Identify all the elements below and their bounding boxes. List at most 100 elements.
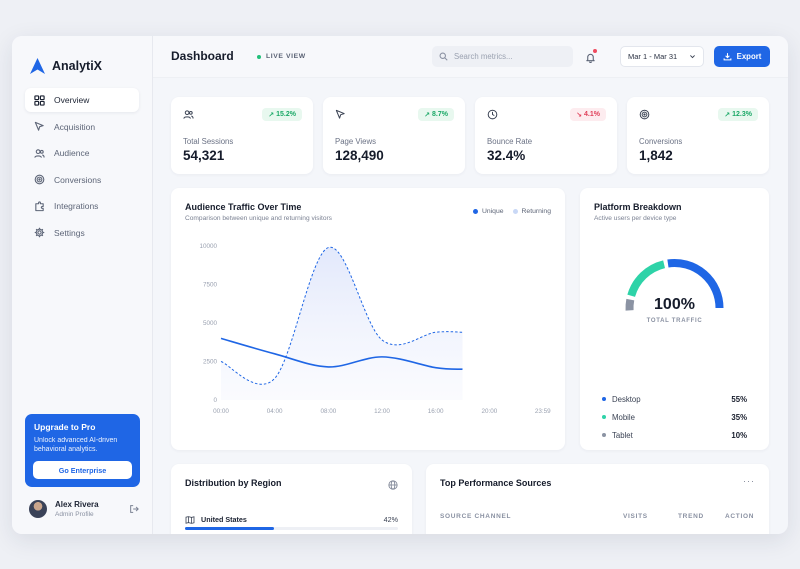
map-icon — [185, 515, 195, 524]
notifications-button[interactable] — [585, 49, 597, 68]
upgrade-title: Upgrade to Pro — [34, 422, 96, 432]
export-button[interactable]: Export — [714, 46, 770, 67]
sidebar-item-label: Acquisition — [54, 121, 96, 132]
upgrade-text: Unlock advanced AI-driven behavioral ana… — [34, 437, 118, 453]
page-title: Dashboard — [171, 49, 234, 63]
y-tick-label: 5000 — [203, 320, 218, 327]
upgrade-card: Upgrade to Pro Unlock advanced AI-driven… — [25, 414, 140, 487]
notification-dot — [593, 49, 597, 53]
top-bar: Dashboard LIVE VIEW Search metrics... Ma… — [153, 36, 788, 78]
sources-card: Top Performance Sources ··· SOURCE CHANN… — [426, 464, 769, 534]
date-range-value: Mar 1 - Mar 31 — [628, 52, 678, 61]
traffic-title: Audience Traffic Over Time — [185, 202, 302, 212]
platform-donut-chart — [625, 259, 724, 311]
trend-value: 15.2% — [276, 111, 296, 118]
series-line-unique — [220, 337, 463, 370]
column-header: VISITS — [623, 513, 648, 520]
platform-label: Tablet — [612, 430, 633, 440]
cursor-icon — [34, 121, 44, 131]
y-tick-label: 0 — [213, 397, 217, 404]
app-window: AnalytiX Overview Acquisition Au — [12, 36, 788, 534]
target-icon — [639, 109, 650, 120]
series-line-returning — [220, 247, 463, 385]
logout-icon[interactable] — [129, 504, 139, 514]
chart-legend: Unique Returning — [472, 208, 551, 215]
user-name: Alex Rivera — [55, 500, 99, 509]
platform-card: Platform Breakdown Active users per devi… — [580, 188, 769, 450]
trend-badge: ↗ 15.2% — [262, 108, 302, 121]
live-dot-icon — [257, 54, 261, 59]
brand[interactable]: AnalytiX — [12, 36, 152, 82]
arrow-up-icon: ↗ — [724, 111, 731, 119]
x-tick-label: 08:00 — [320, 408, 336, 415]
user-profile[interactable]: Alex Rivera Admin Profile — [29, 500, 139, 518]
stat-value: 54,321 — [183, 148, 225, 163]
users-icon — [183, 110, 194, 119]
download-icon — [723, 53, 732, 61]
legend-dot — [602, 433, 606, 437]
traffic-subtitle: Comparison between unique and returning … — [185, 215, 332, 222]
sidebar-item-label: Overview — [54, 95, 90, 105]
arrow-up-icon: ↗ — [268, 111, 275, 119]
live-view-badge: LIVE VIEW — [257, 53, 306, 60]
sidebar-item-settings[interactable]: Settings — [25, 221, 139, 245]
sidebar-item-label: Settings — [54, 227, 85, 238]
stat-value: 1,842 — [639, 148, 673, 163]
sidebar-item-conversions[interactable]: Conversions — [25, 168, 139, 192]
trend-value: 4.1% — [584, 111, 600, 118]
trend-value: 8.7% — [432, 111, 448, 118]
traffic-chart: 10000 7500 5000 2500 0 00:00 04:00 08:00 12:00 16… — [199, 243, 551, 415]
sources-title: Top Performance Sources — [440, 478, 552, 488]
trend-badge: ↘ 4.1% — [570, 108, 606, 121]
stat-label: Bounce Rate — [487, 137, 533, 146]
sidebar-item-integrations[interactable]: Integrations — [25, 194, 139, 218]
region-progress-fill — [185, 527, 275, 530]
trend-value: 12.3% — [732, 111, 752, 118]
stat-card-sessions: ↗ 15.2% Total Sessions 54,321 — [171, 97, 313, 174]
x-tick-label: 20:00 — [481, 408, 497, 415]
legend-dot — [602, 397, 606, 401]
platform-row-mobile: Mobile 35% — [602, 408, 747, 426]
column-header: ACTION — [725, 513, 755, 520]
platform-row-desktop: Desktop 55% — [602, 390, 747, 408]
target-icon — [34, 174, 45, 185]
y-tick-label: 10000 — [199, 243, 217, 250]
sources-table-header: SOURCE CHANNEL VISITS TREND ACTION — [440, 513, 755, 520]
stat-card-bounce-rate: ↘ 4.1% Bounce Rate 32.4% — [475, 97, 617, 174]
sidebar-item-acquisition[interactable]: Acquisition — [25, 115, 139, 139]
users-icon — [34, 148, 45, 158]
legend-item-unique[interactable]: Unique — [472, 208, 504, 215]
legend-item-returning[interactable]: Returning — [512, 208, 551, 215]
sidebar-item-overview[interactable]: Overview — [25, 88, 139, 112]
sidebar-item-audience[interactable]: Audience — [25, 141, 139, 165]
x-tick-label: 00:00 — [213, 408, 229, 415]
platform-value: 55% — [731, 394, 747, 404]
traffic-card: Audience Traffic Over Time Comparison be… — [171, 188, 565, 450]
logo-icon — [30, 58, 45, 74]
legend-label: Unique — [481, 208, 504, 215]
stat-value: 32.4% — [487, 148, 526, 163]
y-tick-label: 2500 — [203, 359, 218, 366]
donut-slice-desktop — [667, 259, 724, 309]
platform-value: 35% — [731, 412, 747, 422]
platform-value: 10% — [731, 430, 747, 440]
stat-label: Total Sessions — [183, 137, 234, 146]
legend-dot — [512, 208, 518, 214]
sidebar-item-label: Audience — [54, 148, 90, 159]
date-range-select[interactable]: Mar 1 - Mar 31 — [620, 46, 704, 67]
bell-icon — [586, 53, 595, 64]
app-name: AnalytiX — [52, 59, 103, 73]
y-tick-label: 7500 — [203, 282, 218, 289]
stat-label: Conversions — [639, 137, 683, 146]
stat-label: Page Views — [335, 137, 377, 146]
sidebar-item-label: Integrations — [54, 201, 99, 212]
donut-slice-mobile — [627, 260, 666, 298]
clock-icon — [487, 109, 498, 120]
globe-icon[interactable] — [388, 480, 398, 490]
search-input[interactable]: Search metrics... — [432, 46, 573, 67]
platform-label: Desktop — [612, 394, 641, 404]
region-progress — [185, 527, 398, 530]
live-view-label: LIVE VIEW — [266, 53, 306, 60]
more-options-icon[interactable]: ··· — [743, 476, 755, 486]
go-enterprise-button[interactable]: Go Enterprise — [33, 461, 132, 479]
